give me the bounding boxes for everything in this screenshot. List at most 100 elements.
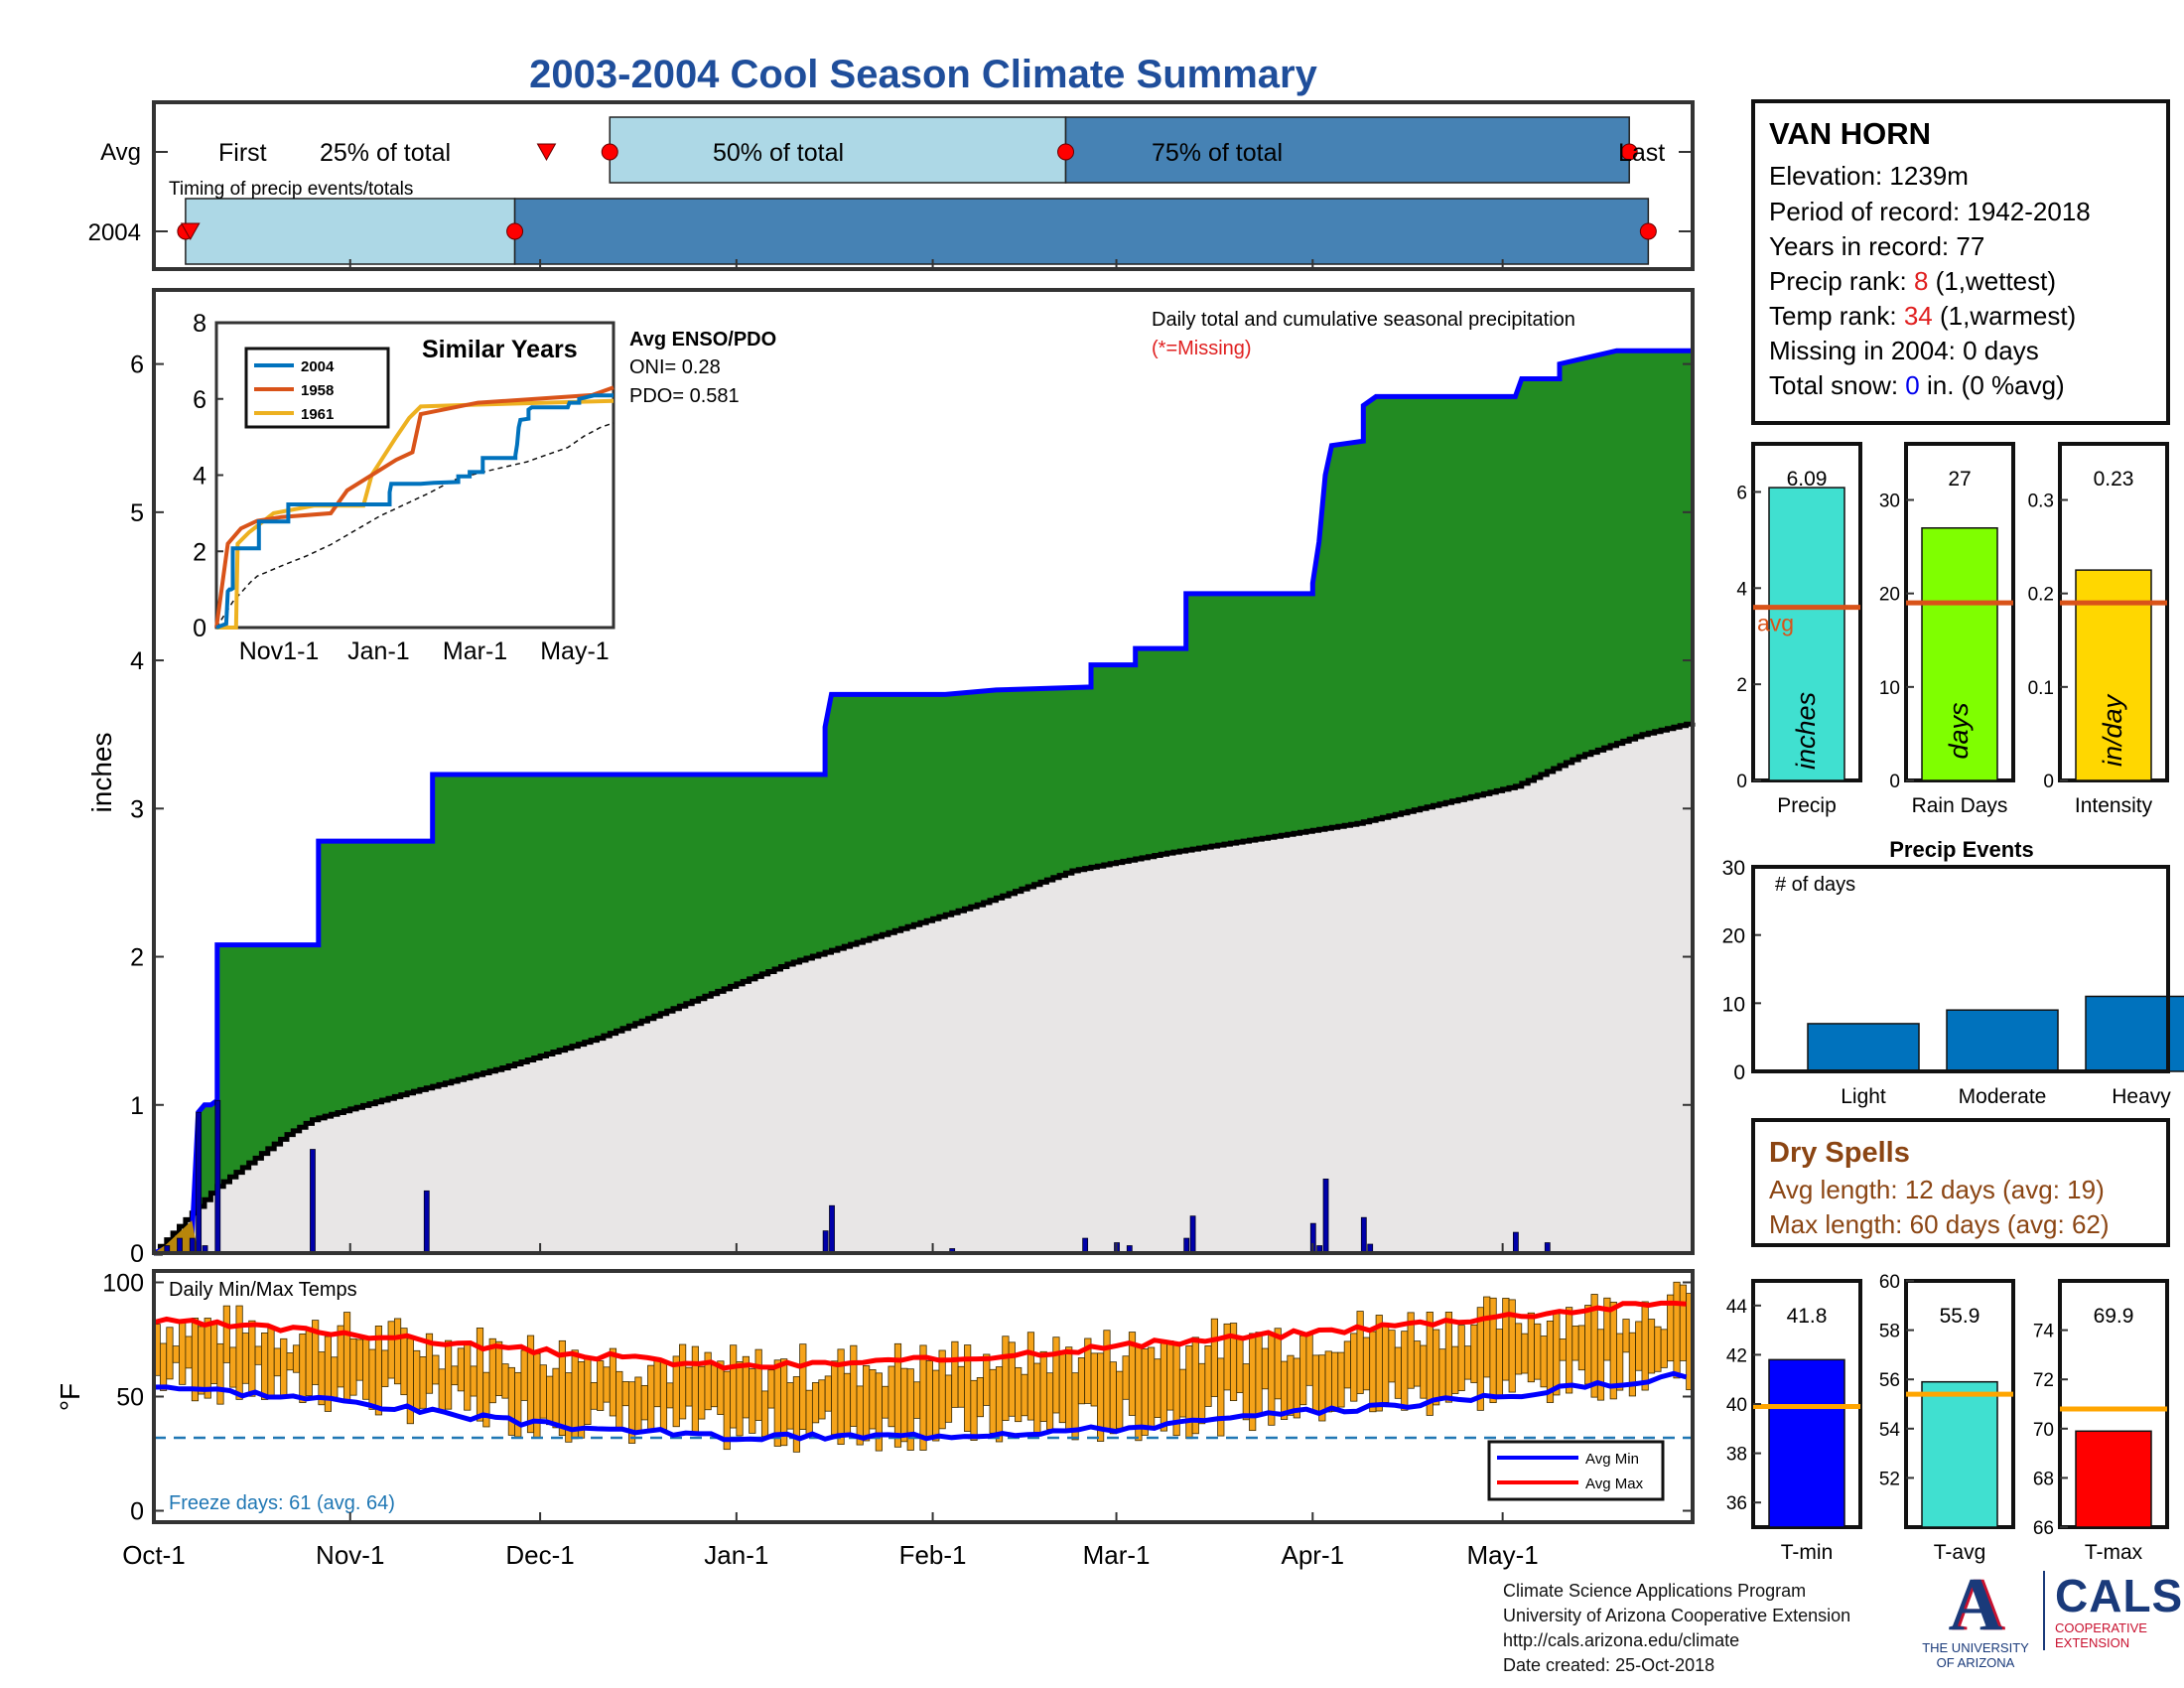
daily-temp-bar <box>533 1352 541 1439</box>
footer-url[interactable]: http://cals.arizona.edu/climate <box>1503 1630 1740 1650</box>
daily-temp-bar <box>552 1367 560 1429</box>
daily-temp-bar <box>1534 1323 1542 1380</box>
timing-2004-box-light <box>185 198 516 265</box>
daily-temp-bar <box>1242 1363 1250 1421</box>
mini-inner-unit: inches <box>1791 692 1821 770</box>
mini-tick-label: 0.1 <box>2028 678 2054 699</box>
daily-temp-bar <box>501 1363 509 1399</box>
daily-temp-bar <box>850 1344 858 1427</box>
mini-tick-label: 0 <box>2043 772 2054 792</box>
mini-tick-label: 72 <box>2033 1370 2054 1391</box>
daily-temp-bar <box>1299 1335 1307 1406</box>
x-tick-label: Oct-1 <box>122 1540 186 1570</box>
mini-tick-label: 52 <box>1879 1469 1900 1489</box>
daily-precip-bar <box>1189 1215 1196 1254</box>
daily-temp-bar <box>1647 1319 1656 1374</box>
daily-temp-bar <box>597 1360 605 1411</box>
mini-value-label: 6.09 <box>1787 468 1828 491</box>
inset-xtick-label: May-1 <box>540 637 609 665</box>
marker-50: 50% of total <box>713 139 844 167</box>
daily-temp-bar <box>1577 1325 1585 1371</box>
daily-temp-bar <box>1566 1307 1573 1394</box>
mini-value-label: 55.9 <box>1940 1305 1980 1328</box>
precip-ytick-label: 0 <box>130 1240 144 1268</box>
daily-temp-bar <box>1438 1348 1446 1398</box>
daily-temp-bar <box>1204 1345 1212 1407</box>
daily-temp-bar <box>767 1369 775 1409</box>
precip-ytick-label: 2 <box>130 944 144 972</box>
daily-temp-bar <box>1058 1350 1066 1424</box>
daily-temp-bar <box>1382 1322 1390 1403</box>
daily-temp-bar <box>1343 1340 1351 1389</box>
footer-credits: Climate Science Applications Program Uni… <box>1503 1579 1850 1678</box>
daily-temp-bar <box>235 1305 243 1400</box>
daily-temp-bar <box>1021 1373 1028 1417</box>
daily-temp-bar <box>1077 1357 1086 1405</box>
x-tick-label: Mar-1 <box>1083 1540 1151 1570</box>
mini-tick-label: 42 <box>1726 1345 1747 1366</box>
daily-temp-bar <box>621 1381 629 1407</box>
enso-pdo: PDO= 0.581 <box>629 385 740 407</box>
daily-temp-bar <box>248 1320 256 1397</box>
daily-temp-bar <box>1185 1345 1193 1440</box>
daily-temp-bar <box>1641 1301 1649 1391</box>
daily-temp-bar <box>659 1361 668 1430</box>
daily-temp-bar <box>457 1347 465 1392</box>
timing-row-avg: Avg <box>100 139 141 166</box>
daily-temp-bar <box>900 1367 908 1443</box>
mini-tick-label: 40 <box>1726 1395 1747 1416</box>
mini-tick-label: 0 <box>1736 772 1747 792</box>
daily-temp-bar <box>1635 1321 1643 1371</box>
daily-temp-bar <box>166 1327 174 1380</box>
enso-title: Avg ENSO/PDO <box>629 329 776 351</box>
dry-spells-max: Max length: 60 days (avg: 62) <box>1769 1209 2110 1239</box>
station-temp-rank: Temp rank: 34 (1,warmest) <box>1769 301 2076 331</box>
events-bar-light <box>1807 1023 1920 1072</box>
events-tick-label: 20 <box>1722 925 1745 948</box>
daily-temp-bar <box>1622 1319 1630 1353</box>
daily-temp-bar <box>507 1366 515 1436</box>
daily-temp-bar <box>1154 1358 1161 1418</box>
daily-temp-bar <box>241 1333 250 1384</box>
daily-temp-bar <box>1033 1362 1041 1433</box>
station-snow: Total snow: 0 in. (0 %avg) <box>1769 370 2065 400</box>
station-box: VAN HORN Elevation: 1239m Period of reco… <box>1751 99 2170 425</box>
daily-temp-bar <box>989 1368 997 1434</box>
daily-temp-bar <box>476 1328 484 1422</box>
inset-ytick-label: 2 <box>193 538 206 566</box>
daily-temp-bar <box>995 1366 1004 1443</box>
daily-temp-bar <box>749 1368 756 1434</box>
daily-temp-bar <box>590 1382 598 1410</box>
daily-temp-bar <box>305 1327 313 1396</box>
freeze-label: Freeze days: 61 (avg. 64) <box>169 1492 395 1514</box>
legend-avg-min: Avg Min <box>1585 1451 1639 1468</box>
daily-temp-bar <box>1141 1348 1149 1436</box>
daily-temp-bar <box>1116 1370 1124 1430</box>
daily-temp-bar <box>204 1318 211 1399</box>
mini-tick-label: 6 <box>1736 483 1747 503</box>
daily-temp-bar <box>261 1332 269 1400</box>
mini-tick-label: 38 <box>1726 1445 1747 1466</box>
timing-marker-dot <box>1620 143 1638 161</box>
daily-temp-bar <box>710 1364 719 1408</box>
mini-tick-label: 36 <box>1726 1493 1747 1514</box>
daily-temp-bar <box>1553 1313 1561 1396</box>
daily-temp-bar <box>1502 1298 1510 1381</box>
daily-temp-bar <box>944 1374 953 1423</box>
daily-temp-bar <box>811 1382 820 1424</box>
daily-temp-bar <box>464 1341 472 1411</box>
daily-temp-bar <box>1065 1346 1073 1430</box>
daily-temp-bar <box>1540 1336 1548 1388</box>
daily-temp-bar <box>1596 1329 1605 1401</box>
daily-temp-bar <box>1433 1329 1440 1406</box>
daily-temp-bar <box>1654 1326 1662 1372</box>
daily-temp-bar <box>875 1372 883 1452</box>
timing-marker-dot <box>601 143 618 161</box>
daily-temp-bar <box>419 1356 427 1409</box>
daily-temp-bar <box>698 1365 706 1420</box>
daily-temp-bar <box>482 1371 490 1428</box>
daily-temp-bar <box>445 1339 453 1410</box>
daily-temp-bar <box>438 1368 446 1413</box>
daily-temp-bar <box>1166 1339 1174 1411</box>
events-bar-moderate <box>1946 1009 2059 1072</box>
